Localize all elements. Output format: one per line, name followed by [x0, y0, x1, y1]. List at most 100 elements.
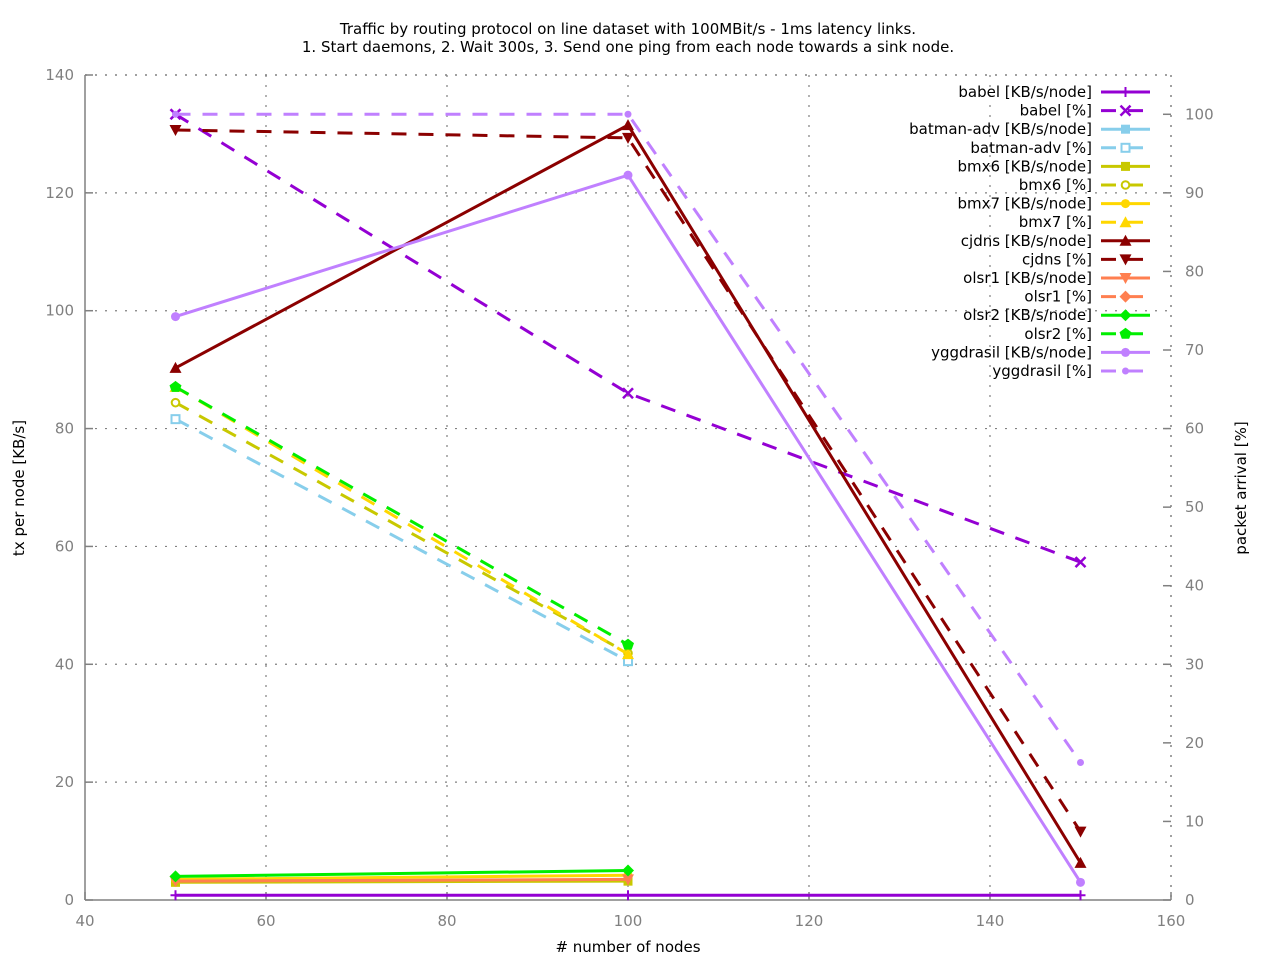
- legend-marker: [1122, 367, 1129, 375]
- data-point: [171, 312, 180, 322]
- data-point: [622, 119, 634, 131]
- series-olsr2: [169, 380, 634, 650]
- series-line: [174, 417, 629, 663]
- legend-marker: [1119, 290, 1132, 303]
- y2-tick-label: 10: [1185, 812, 1204, 830]
- series-line: [175, 877, 629, 883]
- data-point: [622, 638, 634, 650]
- tick-labels: 40 60 80 100 120 140 160 0 20 40 60 80 100 120 140 0 10 2…: [45, 66, 1213, 930]
- legend-item: bmx6 [KB/s/node]: [957, 157, 1150, 175]
- legend-label: cjdns [KB/s/node]: [961, 232, 1092, 250]
- legend-item: batman-adv [KB/s/node]: [909, 120, 1150, 138]
- y2-tick-label: 60: [1185, 420, 1204, 438]
- y2-tick-label: 30: [1185, 655, 1204, 673]
- y2-tick-label: 20: [1185, 734, 1204, 752]
- x-axis-label: # number of nodes: [555, 938, 700, 956]
- legend-marker: [1119, 273, 1132, 284]
- legend-label: yggdrasil [%]: [992, 362, 1092, 380]
- legend-label: bmx6 [KB/s/node]: [957, 157, 1092, 175]
- data-point: [170, 397, 181, 408]
- legend-marker: [1121, 199, 1130, 209]
- data-point: [622, 864, 634, 877]
- data-point: [1077, 759, 1084, 766]
- legend-marker: [1119, 309, 1132, 322]
- legend-label: yggdrasil [KB/s/node]: [931, 343, 1092, 361]
- legend-item: bmx6 [%]: [1019, 176, 1150, 194]
- series-cjdns-kb-s-node: [169, 119, 1087, 868]
- legend-label: bmx7 [%]: [1019, 213, 1092, 231]
- series-yggdrasil: [172, 110, 1084, 766]
- x-tick-label: 80: [437, 912, 456, 930]
- x-tick-label: 40: [75, 912, 94, 930]
- legend-label: babel [KB/s/node]: [958, 83, 1092, 101]
- series-line: [174, 385, 629, 656]
- legend-label: olsr1 [KB/s/node]: [963, 269, 1092, 287]
- chart-title-line-2: 1. Start daemons, 2. Wait 300s, 3. Send …: [301, 38, 955, 56]
- legend-marker: [1119, 216, 1132, 228]
- y2-tick-label: 90: [1185, 184, 1204, 202]
- x-tick-label: 120: [795, 912, 824, 930]
- legend-label: olsr2 [KB/s/node]: [963, 306, 1092, 324]
- data-point: [622, 387, 634, 400]
- y2-tick-label: 70: [1185, 341, 1204, 359]
- y-axis-label: tx per node [KB/s]: [10, 420, 28, 556]
- legend-label: olsr1 [%]: [1024, 288, 1092, 306]
- y-tick-label: 100: [45, 302, 74, 320]
- legend-label: olsr2 [%]: [1024, 325, 1092, 343]
- series-line: [175, 873, 629, 881]
- legend-item: yggdrasil [KB/s/node]: [931, 343, 1150, 361]
- y-tick-label: 140: [45, 66, 74, 84]
- data-point: [1075, 890, 1086, 901]
- data-point: [623, 170, 633, 180]
- x-tick-label: 100: [614, 912, 643, 930]
- y2-tick-label: 80: [1185, 262, 1204, 280]
- data-point: [624, 110, 632, 118]
- x-tick-label: 160: [1157, 912, 1186, 930]
- data-point: [622, 132, 634, 144]
- legend: babel [KB/s/node]babel [%]batman-adv [KB…: [909, 83, 1150, 380]
- y2-tick-label: 50: [1185, 498, 1204, 516]
- legend-item: babel [KB/s/node]: [958, 83, 1150, 101]
- data-point: [169, 125, 182, 136]
- series-line: [175, 869, 629, 878]
- x-tick-label: 60: [256, 912, 275, 930]
- data-point: [170, 890, 181, 901]
- legend-item: babel [%]: [1020, 102, 1150, 120]
- y-tick-label: 60: [55, 537, 74, 555]
- legend-item: cjdns [%]: [1022, 250, 1150, 268]
- series-line: [174, 113, 1082, 564]
- y2-tick-label: 0: [1185, 891, 1195, 909]
- y-tick-label: 0: [64, 891, 74, 909]
- series-group: [169, 108, 1087, 901]
- y-tick-label: 40: [55, 655, 74, 673]
- data-point: [169, 870, 182, 883]
- legend-marker: [1120, 87, 1131, 97]
- legend-marker: [1119, 234, 1132, 246]
- legend-item: olsr2 [%]: [1024, 325, 1150, 343]
- data-point: [169, 380, 182, 392]
- data-point: [1074, 826, 1087, 838]
- data-point: [622, 874, 634, 886]
- legend-label: babel [%]: [1020, 102, 1092, 120]
- y-tick-label: 120: [45, 184, 74, 202]
- legend-label: batman-adv [KB/s/node]: [909, 120, 1092, 138]
- legend-marker: [1121, 347, 1130, 357]
- legend-label: cjdns [%]: [1022, 250, 1092, 268]
- legend-item: bmx7 [KB/s/node]: [957, 195, 1150, 213]
- legend-marker: [1120, 180, 1131, 190]
- data-point: [1074, 556, 1087, 569]
- y2-axis-label: packet arrival [%]: [1232, 421, 1250, 554]
- series-olsr2-kb-s-node: [169, 864, 634, 883]
- legend-label: bmx7 [KB/s/node]: [957, 195, 1092, 213]
- legend-item: bmx7 [%]: [1019, 213, 1150, 231]
- y2-tick-label: 100: [1185, 105, 1214, 123]
- legend-item: olsr2 [KB/s/node]: [963, 306, 1150, 324]
- chart-title-line-1: Traffic by routing protocol on line data…: [339, 20, 917, 38]
- data-point: [170, 414, 181, 425]
- legend-label: batman-adv [%]: [970, 139, 1092, 157]
- legend-marker: [1119, 104, 1132, 117]
- grid: [85, 75, 1171, 900]
- legend-label: bmx6 [%]: [1019, 176, 1092, 194]
- legend-item: olsr1 [KB/s/node]: [963, 269, 1150, 287]
